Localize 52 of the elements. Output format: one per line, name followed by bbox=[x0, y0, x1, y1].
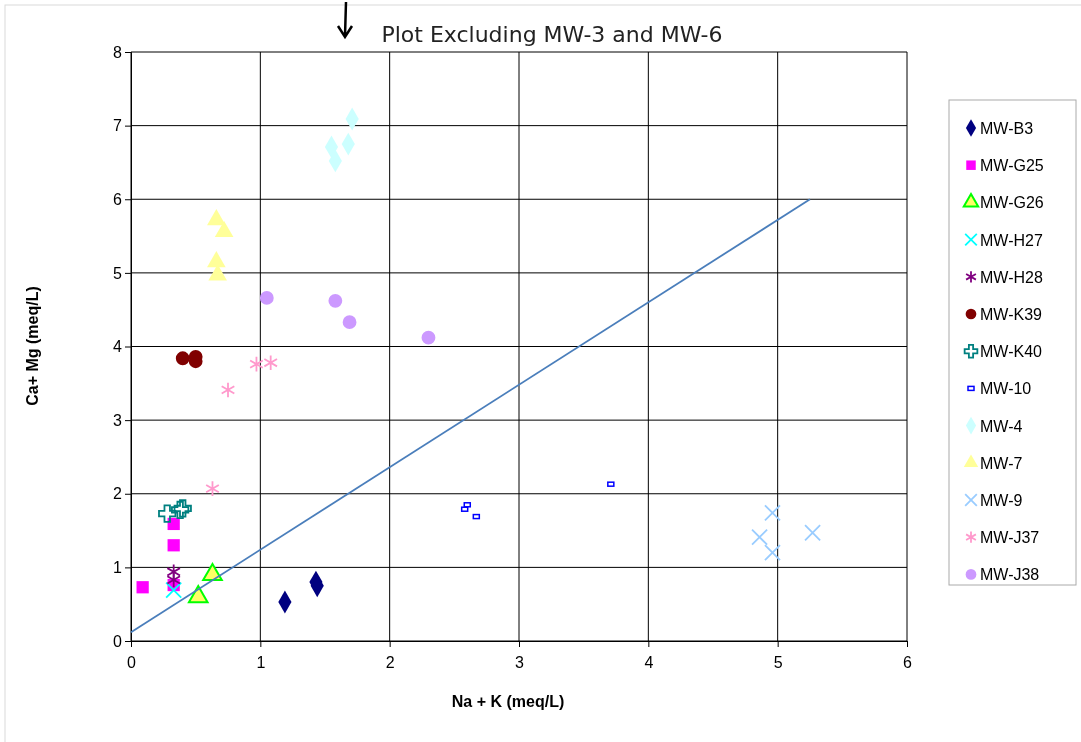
y-tick-label: 1 bbox=[113, 558, 123, 576]
point bbox=[263, 354, 278, 371]
y-tick-label: 8 bbox=[113, 43, 123, 61]
legend-label: MW-K40 bbox=[980, 343, 1043, 361]
legend-label: MW-9 bbox=[980, 492, 1023, 509]
point bbox=[166, 571, 181, 589]
point bbox=[175, 351, 190, 366]
point bbox=[167, 539, 180, 552]
point bbox=[607, 481, 615, 487]
y-tick-label: 0 bbox=[113, 632, 123, 650]
y-axis-title: Ca+ Mg (meq/L) bbox=[24, 286, 41, 406]
legend-label: MW-10 bbox=[980, 380, 1032, 398]
legend-label: MW-7 bbox=[980, 454, 1023, 472]
legend-label: MW-H28 bbox=[980, 268, 1043, 286]
point bbox=[751, 528, 768, 546]
x-tick-label: 6 bbox=[903, 653, 913, 671]
legend-label: MW-H27 bbox=[980, 231, 1043, 249]
point bbox=[259, 291, 274, 305]
x-axis-title: Na + K (meq/L) bbox=[451, 693, 565, 710]
point bbox=[136, 581, 149, 594]
legend-label: MW-J37 bbox=[980, 529, 1040, 547]
legend-label: MW-J38 bbox=[980, 566, 1040, 584]
x-tick-label: 3 bbox=[515, 653, 525, 671]
legend-label: MW-K39 bbox=[980, 306, 1043, 323]
point bbox=[165, 581, 183, 599]
y-tick-label: 2 bbox=[113, 485, 123, 503]
point bbox=[220, 381, 236, 399]
y-tick-label: 7 bbox=[113, 117, 123, 135]
point bbox=[249, 355, 264, 373]
y-tick-label: 6 bbox=[113, 190, 123, 208]
x-tick-label: 5 bbox=[773, 653, 783, 671]
y-tick-label: 5 bbox=[113, 264, 123, 282]
point bbox=[764, 544, 781, 562]
point bbox=[205, 480, 220, 497]
point bbox=[764, 504, 781, 522]
x-tick-label: 4 bbox=[644, 653, 654, 671]
point bbox=[158, 504, 177, 523]
point bbox=[342, 315, 357, 330]
chart-title: Plot Excluding MW-3 and MW-6 bbox=[381, 22, 723, 47]
y-tick-label: 3 bbox=[113, 411, 123, 429]
x-tick-label: 2 bbox=[385, 653, 395, 671]
legend-label: MW-G25 bbox=[980, 157, 1044, 175]
y-tick-label: 4 bbox=[113, 338, 123, 356]
legend-label: MW-G26 bbox=[980, 194, 1044, 212]
point bbox=[328, 293, 343, 308]
point bbox=[472, 513, 481, 520]
x-tick-label: 1 bbox=[256, 653, 266, 671]
point bbox=[804, 524, 822, 542]
x-tick-label: 0 bbox=[127, 653, 137, 671]
legend-label: MW-B3 bbox=[980, 120, 1034, 137]
point bbox=[421, 330, 436, 345]
legend-label: MW-4 bbox=[980, 417, 1023, 435]
